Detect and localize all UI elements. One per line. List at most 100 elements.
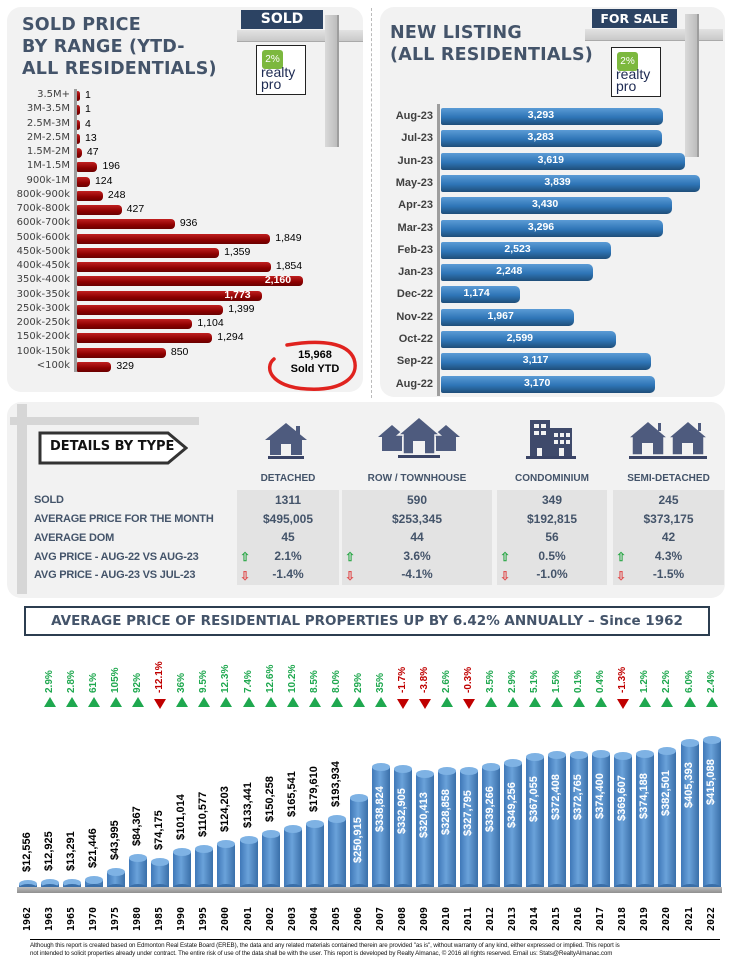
avg-dom-value: 56 <box>545 530 559 544</box>
year-label: 2021 <box>683 906 695 931</box>
sold-value: 349 <box>541 493 563 507</box>
sold-range-bar <box>77 361 112 372</box>
house-icon <box>265 423 307 459</box>
type-values-box: 1311 $495,005 45 2.1% -1.4% <box>237 490 339 585</box>
year-label: 2019 <box>639 906 651 931</box>
year-label: 2020 <box>661 906 673 931</box>
annual-value-label: $327,795 <box>462 789 474 836</box>
up-triangle-icon <box>220 697 233 707</box>
annual-change-label: 2.4% <box>705 670 717 693</box>
annual-bar <box>283 824 302 893</box>
sold-range-label: 900k-1M <box>26 174 70 186</box>
year-label: 2016 <box>573 906 585 931</box>
year-label: 1980 <box>132 906 144 931</box>
listing-month-label: Aug-23 <box>395 110 433 122</box>
annual-value-label: $339,266 <box>484 785 497 832</box>
year-label: 2022 <box>705 906 717 931</box>
listing-value: 2,523 <box>504 242 531 255</box>
type-heading: SEMI-DETACHED <box>627 473 710 484</box>
annual-change-label: 12.6% <box>264 664 276 693</box>
listing-value: 3,283 <box>527 131 554 144</box>
sold-range-label: 800k-900k <box>16 188 70 200</box>
annual-change-label: 8.0% <box>330 670 342 693</box>
annual-change-label: 9.5% <box>198 670 210 693</box>
listing-value: 3,430 <box>531 198 559 211</box>
down-arrow-icon: ⇩ <box>240 569 251 583</box>
annual-change-label: 6.0% <box>683 670 695 693</box>
annual-bar <box>173 847 192 893</box>
annual-value-label: $320,413 <box>417 792 430 839</box>
annual-bar <box>261 830 280 892</box>
sold-range-bar <box>77 119 80 130</box>
sold-range-value: 2,160 <box>264 274 292 287</box>
sold-range-label: 3.5M+ <box>37 89 70 100</box>
annual-value-label: $250,915 <box>351 817 364 864</box>
annual-bar <box>151 857 170 893</box>
up-triangle-icon <box>66 697 79 707</box>
sold-range-bar <box>77 133 80 144</box>
annual-bar <box>217 839 236 893</box>
logo-text: realty <box>616 66 651 82</box>
realty-pro-logo: 2% realty pro <box>611 47 661 97</box>
year-label: 1975 <box>110 906 122 931</box>
up-triangle-icon <box>242 697 255 707</box>
annual-change-label: 61% <box>88 672 100 693</box>
annual-change-label: 12.3% <box>220 664 232 693</box>
details-post-pole <box>17 404 27 594</box>
sold-range-bar <box>77 105 80 116</box>
sold-range-bar <box>77 162 98 173</box>
up-triangle-icon <box>529 697 542 707</box>
listing-month-label: Sep-22 <box>396 355 433 368</box>
sold-range-value: 1 <box>85 103 91 116</box>
annual-change-label: -0.3% <box>463 666 474 693</box>
details-post-arm <box>10 417 199 425</box>
annual-bar <box>239 836 258 892</box>
sold-range-bar <box>77 304 224 315</box>
year-label: 1985 <box>154 906 166 931</box>
annual-bar <box>129 853 148 893</box>
year-label: 1965 <box>66 906 78 931</box>
listing-value: 3,293 <box>527 109 555 121</box>
down-triangle-icon <box>617 699 630 709</box>
sold-ytd-value: 15,968 <box>298 349 332 361</box>
down-triangle-icon <box>154 699 167 709</box>
avg-price-value: $373,175 <box>643 511 694 526</box>
up-triangle-icon <box>308 697 321 707</box>
listing-value: 2,599 <box>506 332 533 344</box>
annual-value-label: $372,408 <box>550 773 563 820</box>
annual-change-label: 2.9% <box>44 670 56 693</box>
avg-dom-value: 45 <box>281 530 295 544</box>
listing-bar <box>441 108 664 125</box>
sold-range-label: 400k-450k <box>16 260 70 271</box>
type-heading: CONDOMINIUM <box>515 473 589 484</box>
listing-month-label: Mar-23 <box>397 221 433 234</box>
sold-range-value: 13 <box>85 131 97 144</box>
annual-bar <box>107 868 126 892</box>
listing-month-label: Jul-23 <box>401 132 433 145</box>
row-label-avg-price: AVERAGE PRICE FOR THE MONTH <box>34 513 214 525</box>
annual-value-label: $13,291 <box>65 831 78 872</box>
sold-range-label: 2.5M-3M <box>26 117 70 129</box>
listing-title-line: (ALL RESIDENTIALS) <box>390 45 593 65</box>
annual-chart-baseline <box>17 887 722 893</box>
annual-change-label: 0.4% <box>595 670 607 693</box>
up-triangle-icon <box>507 697 520 707</box>
yoy-change-value: 0.5% <box>538 548 566 563</box>
up-triangle-icon <box>352 697 365 707</box>
annual-change-label: 1.5% <box>551 670 563 693</box>
condo-building-icon <box>526 420 576 459</box>
annual-value-label: $374,400 <box>594 773 607 820</box>
listing-value: 1,967 <box>487 309 514 322</box>
annual-bar <box>195 844 214 893</box>
mom-change-value: -1.5% <box>652 567 685 581</box>
listing-value: 3,170 <box>524 376 551 389</box>
year-label: 1962 <box>22 906 33 931</box>
year-label: 2013 <box>507 906 519 931</box>
up-triangle-icon <box>44 697 57 707</box>
year-label: 1970 <box>88 906 100 931</box>
sold-range-value: 47 <box>86 146 99 158</box>
annual-value-label: $84,367 <box>131 806 144 846</box>
annual-change-label: 1.2% <box>639 670 651 693</box>
year-label: 2018 <box>617 906 629 931</box>
listing-bar <box>441 241 612 259</box>
